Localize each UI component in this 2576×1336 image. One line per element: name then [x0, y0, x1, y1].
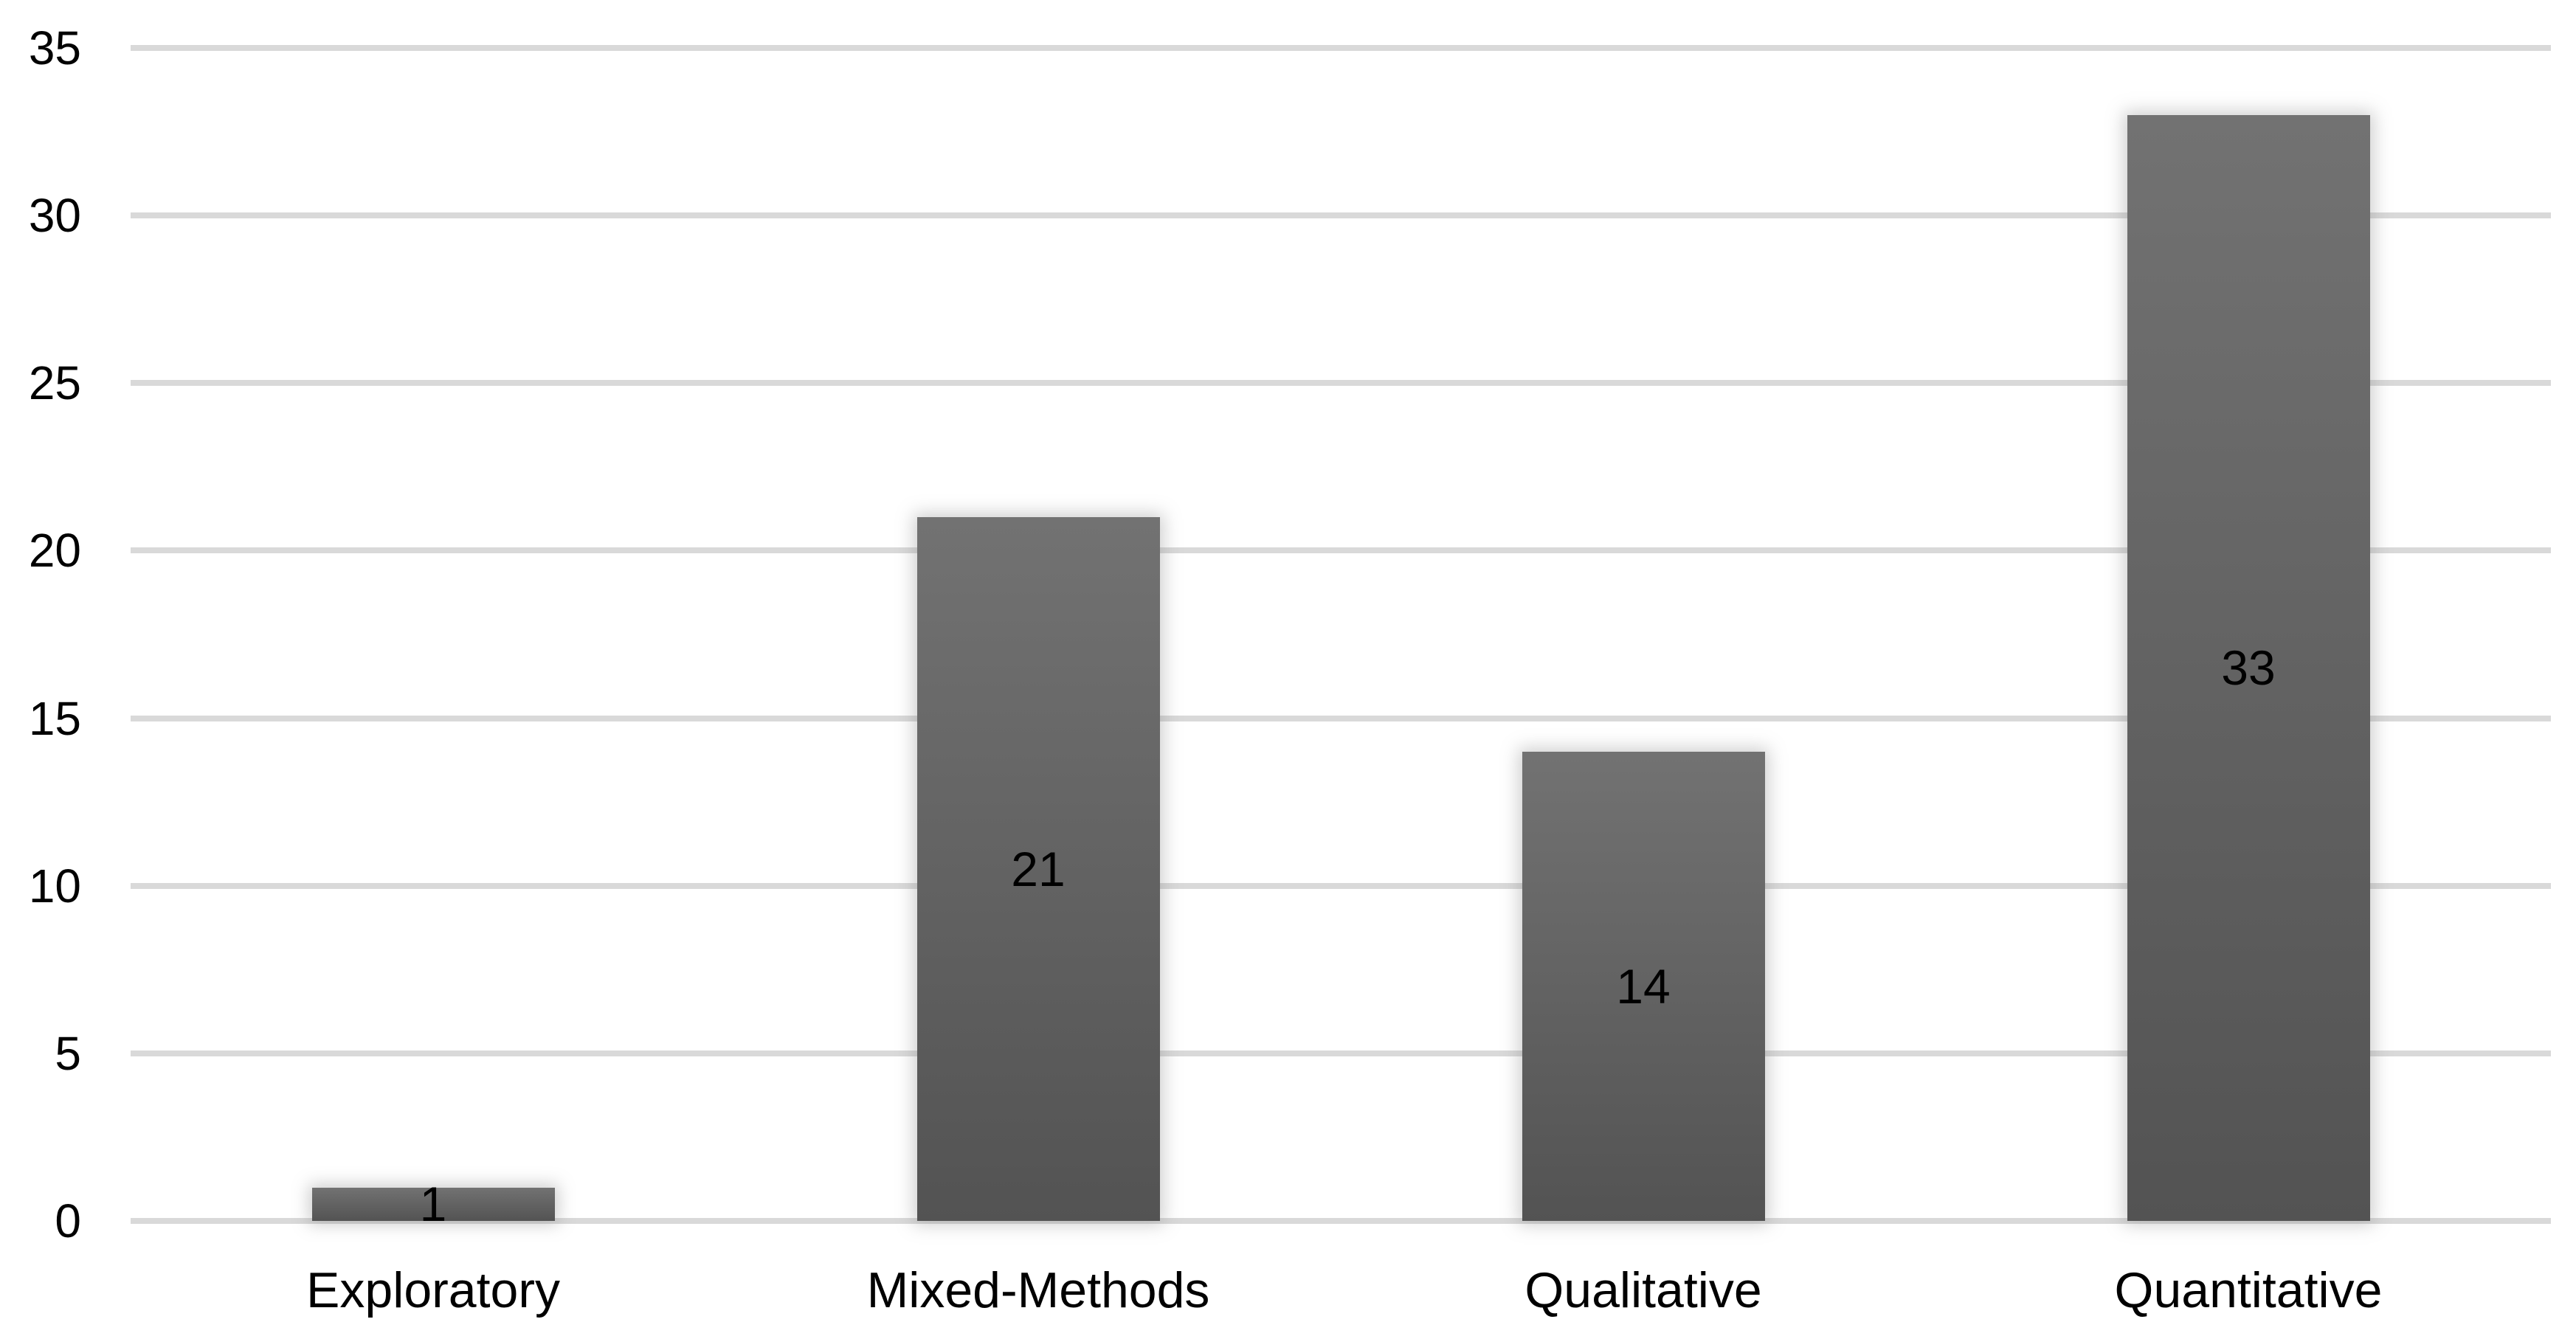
bar-value-label-mixed-methods: 21	[1011, 842, 1066, 896]
bar-value-label-qualitative: 14	[1616, 959, 1671, 1014]
y-axis-tick-label-20: 20	[28, 524, 81, 578]
x-axis-category-label-mixed-methods: Mixed-Methods	[866, 1262, 1210, 1318]
y-axis-tick-label-35: 35	[28, 21, 81, 75]
gridline-y-25	[131, 380, 2551, 387]
plot-area: 1 21 14 33	[131, 45, 2551, 1228]
y-axis-tick-label-10: 10	[28, 859, 81, 913]
x-axis-category-label-exploratory: Exploratory	[306, 1262, 560, 1318]
gridline-y-15	[131, 715, 2551, 721]
x-axis-category-label-qualitative: Qualitative	[1524, 1262, 1762, 1318]
y-axis-tick-label-30: 30	[28, 189, 81, 243]
y-axis-tick-label-25: 25	[28, 356, 81, 410]
gridline-y-0	[131, 1218, 2551, 1224]
gridline-y-20	[131, 547, 2551, 554]
y-axis-tick-label-5: 5	[55, 1026, 81, 1080]
bar-quantitative	[2127, 114, 2370, 1221]
bar-value-label-quantitative: 33	[2221, 640, 2276, 696]
gridline-y-30	[131, 212, 2551, 219]
y-axis-tick-label-15: 15	[28, 691, 81, 745]
bar-mixed-methods	[916, 517, 1160, 1221]
gridline-y-35	[131, 45, 2551, 51]
x-axis-category-label-quantitative: Quantitative	[2114, 1262, 2383, 1318]
bar-exploratory	[311, 1187, 555, 1221]
y-axis-tick-label-0: 0	[55, 1194, 81, 1247]
gridline-y-10	[131, 882, 2551, 889]
bar-qualitative	[1522, 752, 1765, 1221]
gridline-y-5	[131, 1050, 2551, 1056]
bar-value-label-exploratory: 1	[419, 1177, 447, 1232]
